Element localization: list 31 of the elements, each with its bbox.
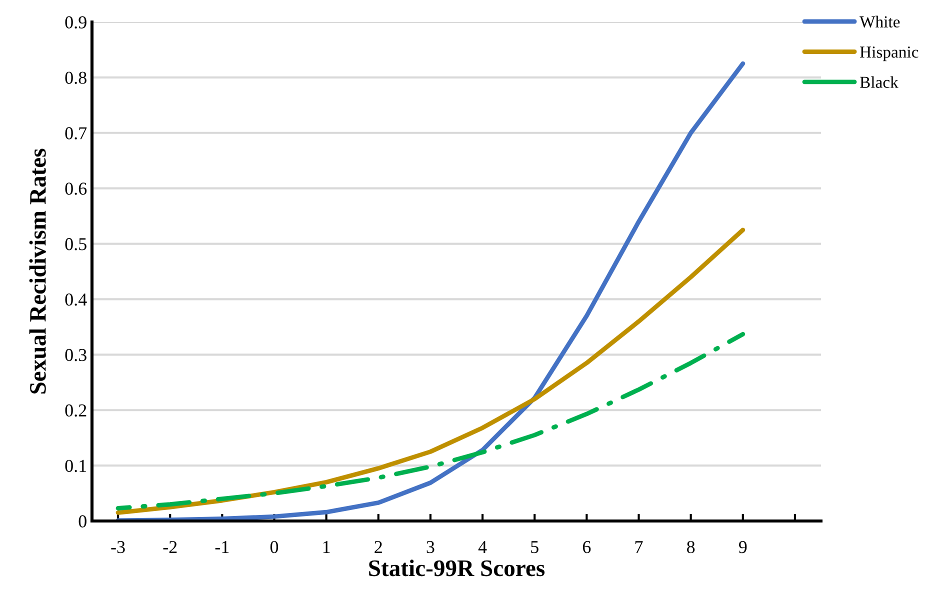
y-axis-title: Sexual Recidivism Rates	[29, 148, 46, 394]
legend-label: Hispanic	[860, 46, 918, 62]
x-tick-label: 2	[374, 541, 382, 553]
y-tick-label: 0.3	[65, 348, 86, 362]
y-tick-label: 0.2	[65, 404, 86, 417]
x-tick-label: -1	[215, 541, 229, 553]
x-tick-label: 7	[635, 541, 643, 553]
x-tick-label: 4	[478, 541, 487, 553]
x-tick-label: 6	[582, 541, 591, 554]
legend-label: White	[860, 16, 900, 28]
line-series	[116, 228, 746, 515]
y-tick-label: 0.8	[65, 72, 86, 84]
x-tick-label: 1	[323, 541, 330, 553]
x-tick-label: 5	[531, 541, 538, 554]
y-tick-label: 0	[78, 515, 86, 528]
x-tick-label: -2	[163, 541, 177, 553]
x-tick-label: -3	[111, 541, 125, 554]
line-series	[116, 61, 746, 521]
x-tick-label: 8	[686, 540, 695, 554]
legend-label: Black	[860, 76, 898, 88]
x-axis-title: Static-99R Scores	[369, 560, 545, 576]
y-tick-label: 0.9	[65, 16, 86, 29]
y-tick-label: 0.1	[65, 460, 86, 472]
x-tick-label: 3	[426, 541, 434, 554]
x-tick-label: 0	[270, 540, 278, 554]
y-tick-label: 0.4	[65, 293, 87, 306]
line-series	[116, 332, 746, 510]
y-tick-label: 0.5	[65, 238, 86, 250]
y-tick-label: 0.6	[65, 182, 87, 195]
x-tick-label: 9	[738, 541, 747, 554]
y-tick-label: 0.7	[65, 127, 87, 140]
